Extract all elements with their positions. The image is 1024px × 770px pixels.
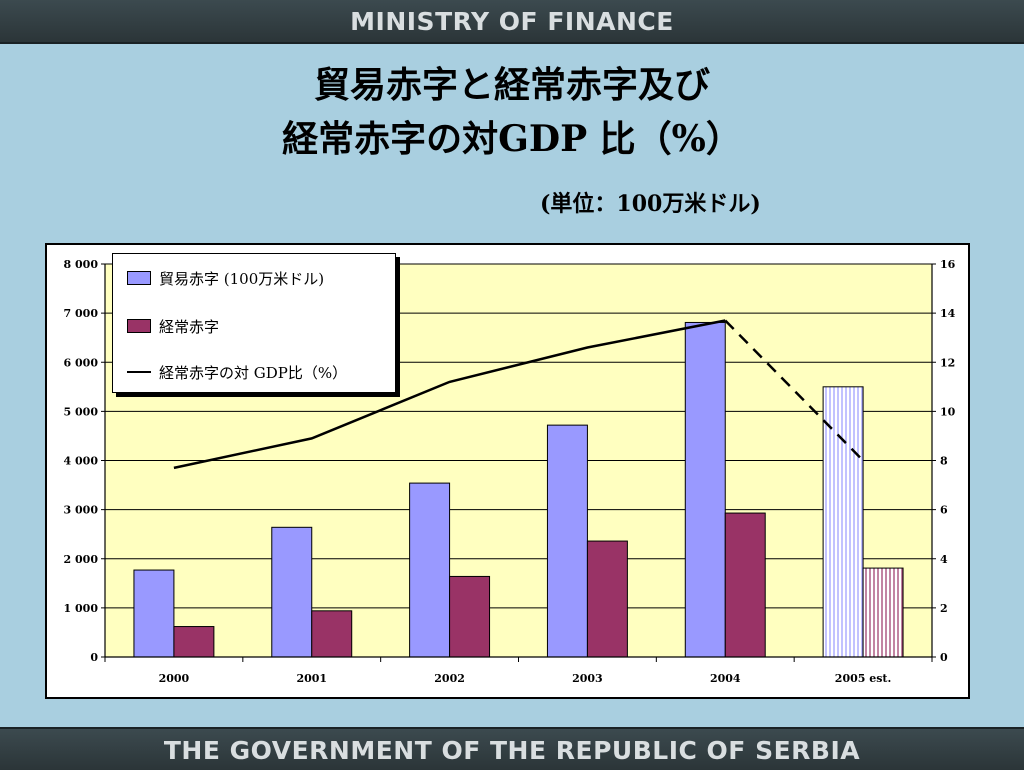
legend-label-ratio: 経常赤字の対 GDP比（%） bbox=[159, 363, 348, 382]
x-tick-label: 2005 est. bbox=[835, 672, 892, 685]
y-left-tick-label: 6 000 bbox=[64, 356, 99, 369]
legend-swatch-trade bbox=[127, 271, 151, 285]
y-right-tick-label: 4 bbox=[940, 553, 948, 566]
bar-current-2003 bbox=[586, 540, 628, 658]
bar-current-2004 bbox=[724, 512, 766, 658]
legend-label-current: 経常赤字 bbox=[159, 317, 220, 336]
y-left-tick-label: 5 000 bbox=[64, 405, 99, 418]
y-left-tick-label: 7 000 bbox=[64, 307, 99, 320]
y-left-tick-label: 4 000 bbox=[64, 455, 99, 468]
y-right-tick-label: 10 bbox=[940, 405, 956, 418]
bar-current-2001 bbox=[311, 610, 353, 658]
legend-swatch-current bbox=[127, 319, 151, 333]
y-left-tick-label: 3 000 bbox=[64, 504, 99, 517]
bar-trade-2002 bbox=[409, 482, 451, 658]
y-right-tick-label: 2 bbox=[940, 602, 948, 615]
footer-text: THE GOVERNMENT OF THE REPUBLIC OF SERBIA bbox=[163, 736, 861, 765]
y-left-tick-label: 1 000 bbox=[64, 602, 99, 615]
footer-bar: THE GOVERNMENT OF THE REPUBLIC OF SERBIA bbox=[0, 727, 1024, 770]
bar-trade-2005 est. bbox=[822, 386, 864, 658]
x-tick-label: 2001 bbox=[296, 672, 327, 685]
x-tick-label: 2000 bbox=[159, 672, 190, 685]
bar-current-2000 bbox=[173, 626, 215, 658]
bar-current-2002 bbox=[449, 575, 491, 658]
y-left-tick-label: 8 000 bbox=[64, 258, 99, 271]
legend-item-current: 経常赤字 bbox=[127, 316, 219, 336]
y-right-tick-label: 14 bbox=[940, 307, 956, 320]
legend-line-ratio bbox=[127, 371, 151, 373]
header-text: MINISTRY OF FINANCE bbox=[350, 7, 674, 36]
line-ratio bbox=[173, 319, 726, 470]
chart-title-line2: 経常赤字の対GDP 比（%） bbox=[282, 118, 742, 160]
line-ratio-estimate bbox=[724, 319, 864, 462]
bar-trade-2003 bbox=[546, 424, 588, 658]
y-left-tick-label: 2 000 bbox=[64, 553, 99, 566]
chart-title-line1: 貿易赤字と経常赤字及び bbox=[313, 64, 710, 106]
y-right-tick-label: 12 bbox=[940, 356, 955, 369]
x-tick-label: 2004 bbox=[710, 672, 741, 685]
y-right-tick-label: 8 bbox=[940, 455, 948, 468]
bar-current-2005 est. bbox=[862, 567, 904, 658]
y-left-tick-label: 0 bbox=[90, 651, 98, 664]
legend-item-trade: 貿易赤字 (100万米ドル) bbox=[127, 268, 324, 288]
bar-trade-2001 bbox=[271, 526, 313, 658]
x-tick-label: 2003 bbox=[572, 672, 603, 685]
chart-legend: 貿易赤字 (100万米ドル) 経常赤字 経常赤字の対 GDP比（%） bbox=[112, 253, 396, 393]
legend-item-ratio: 経常赤字の対 GDP比（%） bbox=[127, 362, 347, 382]
legend-label-trade: 貿易赤字 (100万米ドル) bbox=[159, 269, 325, 288]
unit-label: (単位：100万米ドル) bbox=[540, 191, 761, 217]
y-right-tick-label: 0 bbox=[940, 651, 948, 664]
header-bar: MINISTRY OF FINANCE bbox=[0, 0, 1024, 44]
bar-trade-2004 bbox=[684, 321, 726, 658]
bar-trade-2000 bbox=[133, 569, 175, 658]
y-right-tick-label: 16 bbox=[940, 258, 956, 271]
y-right-tick-label: 6 bbox=[940, 504, 948, 517]
x-tick-label: 2002 bbox=[434, 672, 465, 685]
